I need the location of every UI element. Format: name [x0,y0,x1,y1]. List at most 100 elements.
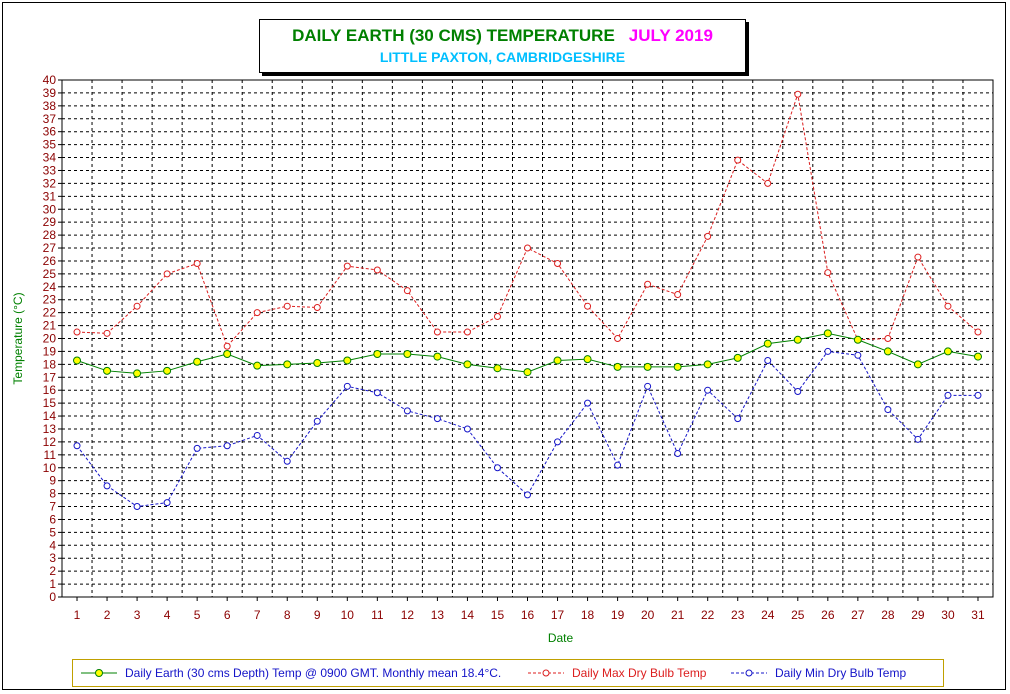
y-tick-label: 35 [43,138,57,152]
chart-title-month: JULY 2019 [628,26,713,45]
legend-marker [745,669,753,677]
data-point [883,347,892,356]
data-point [704,232,712,240]
legend-label: Daily Earth (30 cms Depth) Temp @ 0900 G… [125,666,501,680]
y-tick-label: 17 [43,370,57,384]
y-tick-label: 19 [43,344,57,358]
y-tick-label: 21 [43,319,57,333]
data-point [193,357,202,366]
y-tick-label: 32 [43,176,57,190]
y-tick-label: 16 [43,383,57,397]
x-tick-label: 15 [491,608,505,622]
x-tick-label: 16 [521,608,535,622]
data-point [163,499,171,507]
data-point [733,353,742,362]
x-tick-label: 17 [551,608,565,622]
data-point [913,360,922,369]
data-point [403,407,411,415]
series-0 [73,329,982,378]
data-point [704,386,712,394]
data-point [313,417,321,425]
y-tick-label: 18 [43,357,57,371]
data-point [73,442,81,450]
data-point [133,369,142,378]
data-point [433,328,441,336]
y-tick-label: 30 [43,202,57,216]
data-point [103,482,111,490]
x-tick-label: 19 [611,608,625,622]
x-tick-label: 2 [104,608,111,622]
data-point [463,360,472,369]
data-point [734,156,742,164]
data-point [103,366,112,375]
x-tick-label: 6 [224,608,231,622]
legend: Daily Earth (30 cms Depth) Temp @ 0900 G… [72,659,944,687]
data-point [133,503,141,511]
data-point [764,356,772,364]
y-axis-label: Temperature (°C) [11,292,25,384]
legend-marker [542,669,550,677]
x-tick-label: 14 [461,608,475,622]
x-tick-label: 13 [431,608,445,622]
y-tick-label: 11 [44,448,57,462]
chart-subtitle: LITTLE PAXTON, CAMBRIDGESHIRE [379,49,626,65]
data-point [133,302,141,310]
y-tick-label: 31 [43,189,57,203]
data-point [734,415,742,423]
data-point [373,266,381,274]
y-tick-label: 37 [43,112,57,126]
data-point [433,352,442,361]
data-point [493,313,501,321]
data-point [944,391,952,399]
y-tick-label: 39 [43,86,57,100]
x-tick-label: 10 [341,608,355,622]
data-point [73,356,82,365]
y-tick-label: 4 [49,538,56,552]
y-tick-label: 2 [49,564,56,578]
data-point [463,425,471,433]
data-point [73,328,81,336]
y-tick-label: 34 [43,151,57,165]
data-point [613,362,622,371]
data-point [193,260,201,268]
x-tick-label: 29 [911,608,925,622]
data-point [854,351,862,359]
data-point [974,391,982,399]
data-point [553,356,562,365]
x-tick-label: 11 [371,608,384,622]
data-point [103,329,111,337]
y-tick-label: 9 [49,474,56,488]
x-tick-label: 20 [641,608,655,622]
data-point [914,435,922,443]
data-point [343,356,352,365]
data-point [373,389,381,397]
data-point [824,347,832,355]
y-tick-label: 12 [43,435,57,449]
data-point [554,260,562,268]
data-point [823,329,832,338]
y-tick-label: 0 [49,590,56,604]
data-point [223,342,231,350]
data-point [253,361,262,370]
data-point [824,269,832,277]
data-point [283,302,291,310]
x-tick-label: 18 [581,608,595,622]
data-point [163,270,171,278]
data-point [644,280,652,288]
series-2 [73,347,982,511]
data-point [644,382,652,390]
y-tick-label: 10 [43,461,57,475]
data-point [253,431,261,439]
legend-graphic: Daily Earth (30 cms Depth) Temp @ 0900 G… [81,666,906,680]
data-point [703,360,712,369]
y-tick-label: 14 [43,409,57,423]
x-tick-label: 28 [881,608,895,622]
data-point [493,464,501,472]
x-tick-label: 27 [851,608,865,622]
legend-label: Daily Max Dry Bulb Temp [572,666,707,680]
y-tick-label: 27 [43,241,57,255]
data-point [463,328,471,336]
data-point [343,262,351,270]
